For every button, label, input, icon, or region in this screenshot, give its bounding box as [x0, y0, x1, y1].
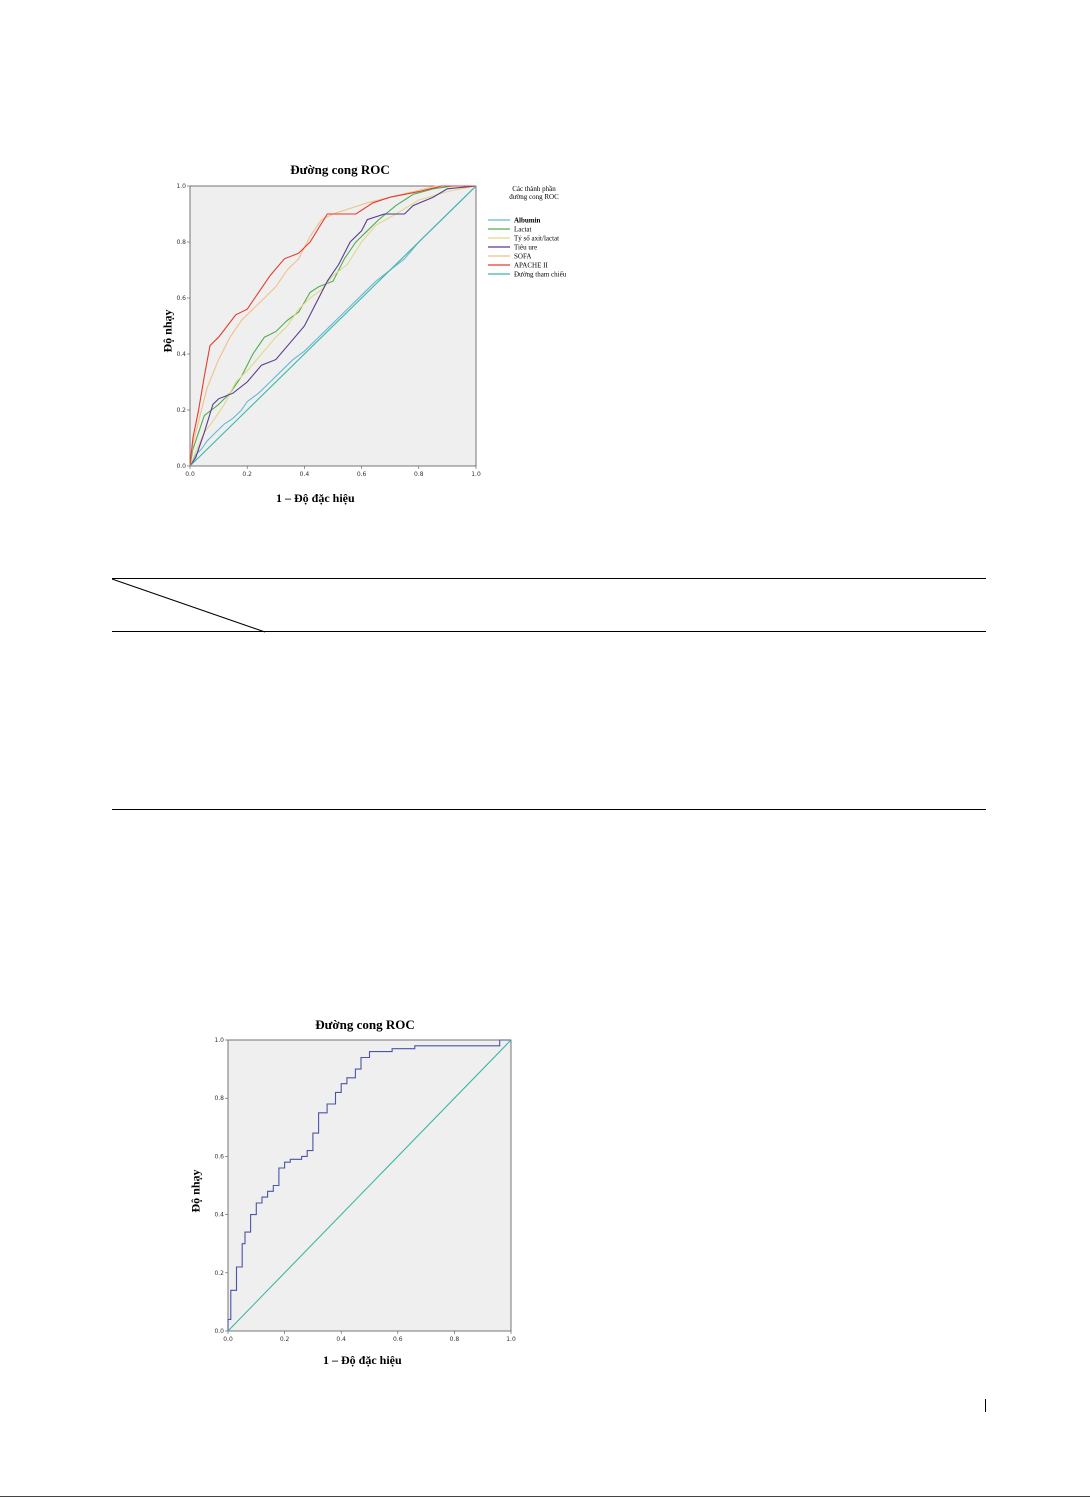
chart2-xtick-label: 0.8 [450, 1336, 460, 1343]
chart1-series-line-sofa [189, 185, 476, 467]
table-top-rule [112, 578, 986, 579]
chart1-ytick-label: 0.2 [176, 407, 186, 414]
table-diagonal-line [111, 578, 266, 633]
chart1-series-line-tyleaxit [189, 185, 477, 467]
chart1-ytick-label: 1.0 [176, 183, 186, 190]
chart1-legend-entry: Đường tham chiếu [514, 271, 567, 279]
chart1-legend-title: Các thành phần đường cong ROC [509, 185, 559, 201]
chart1-series-line-apache [189, 185, 476, 467]
page-bottom-rule [0, 1496, 1090, 1497]
chart2-ytick-label: 0.0 [214, 1328, 224, 1335]
chart1-xtick-label: 0.0 [185, 471, 195, 478]
chart1-xtick-label: 0.4 [300, 471, 310, 478]
chart1-legend-entry: Tiêu ure [514, 244, 537, 252]
chart1-ytick-label: 0.8 [176, 239, 186, 246]
chart2-xtick-label: 0.6 [393, 1336, 403, 1343]
chart1-legend-entry: SOFA [514, 253, 531, 261]
chart2-xtick-label: 0.4 [336, 1336, 346, 1343]
chart2-ytick-label: 0.2 [214, 1270, 224, 1277]
chart1-xlabel: 1 – Độ đặc hiệu [276, 491, 355, 505]
chart2-ytick-label: 1.0 [214, 1037, 224, 1044]
chart2-ytick-label: 0.4 [214, 1212, 224, 1219]
chart1-legend-entry: Albumin [514, 217, 541, 225]
page-margin-mark [985, 1399, 986, 1412]
chart1-legend-entry: Lactat [514, 226, 532, 234]
chart1-series-line-lactat [189, 185, 476, 467]
chart2-xtick-label: 0.0 [223, 1336, 233, 1343]
chart2-plot: 0.0 0.2 0.4 0.6 0.8 1.0 0.0 0.2 0.4 0.6 0.8 1.0 [214, 1037, 516, 1343]
chart1-title: Đường cong ROC [290, 162, 390, 177]
chart1-series-line-albumin [189, 185, 477, 467]
chart2-series-line-single_curve [227, 1039, 511, 1331]
chart2-xtick-label: 0.2 [280, 1336, 290, 1343]
chart1-ytick-label: 0.0 [176, 463, 186, 470]
chart1-xtick-label: 0.6 [357, 471, 367, 478]
chart1-ytick-label: 0.4 [176, 351, 186, 358]
chart1-ytick-label: 0.6 [176, 295, 186, 302]
chart1-legend-title-line: Các thành phần [512, 185, 556, 193]
chart2-xtick-label: 1.0 [506, 1336, 516, 1343]
chart1-legend-entry: APACHE II [514, 262, 548, 270]
table-header-rule [112, 631, 986, 632]
chart2-ytick-label: 0.8 [214, 1095, 224, 1102]
chart2-series-line-reference [227, 1039, 512, 1332]
chart2-title: Đường cong ROC [315, 1017, 415, 1032]
chart1-plot: 0.0 0.2 0.4 0.6 0.8 1.0 0.0 0.2 0.4 0.6 0.8 1.0 Các … [176, 183, 567, 478]
chart1-xtick-label: 0.8 [414, 471, 424, 478]
chart1-xtick-label: 0.2 [242, 471, 252, 478]
table-bottom-rule [112, 809, 986, 810]
chart1-legend-entry: Tỷ số axit/lactat [514, 235, 559, 243]
chart2-xlabel: 1 – Độ đặc hiệu [323, 1353, 402, 1367]
chart2-ytick-label: 0.6 [214, 1153, 224, 1160]
chart1-xtick-label: 1.0 [471, 471, 481, 478]
chart1-legend-title-line: đường cong ROC [509, 193, 559, 201]
chart1-series-line-tieuure [189, 185, 477, 467]
chart1-series-line-reference [189, 185, 477, 467]
